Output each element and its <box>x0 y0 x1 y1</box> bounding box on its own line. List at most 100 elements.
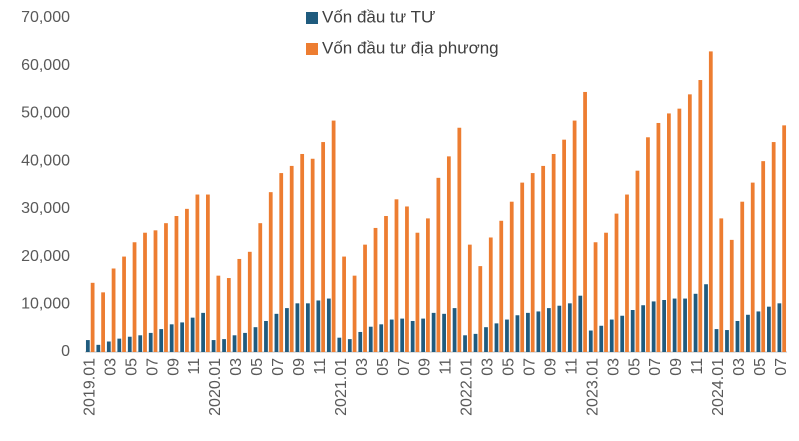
x-tick-label: 09 <box>542 358 559 376</box>
x-tick-label: 05 <box>501 358 518 376</box>
bar <box>536 311 541 352</box>
bar <box>672 298 677 352</box>
bar <box>782 125 787 352</box>
bar <box>111 268 116 352</box>
x-tick-label: 03 <box>605 358 622 376</box>
bar <box>117 338 122 352</box>
x-tick-label: 09 <box>668 358 685 376</box>
bar <box>452 308 457 352</box>
bar <box>641 305 646 352</box>
y-tick-label: 10,000 <box>21 296 70 313</box>
bar <box>211 340 216 352</box>
bar <box>310 158 315 352</box>
x-tick-label: 11 <box>563 358 580 375</box>
bar <box>138 335 143 352</box>
bar <box>588 330 593 352</box>
bar <box>677 108 682 353</box>
bar <box>687 94 692 352</box>
x-tick-label: 11 <box>186 358 203 375</box>
bar <box>620 315 625 352</box>
bar <box>358 331 363 352</box>
x-tick-label: 07 <box>396 358 413 376</box>
bar <box>442 313 446 352</box>
bar <box>185 208 189 352</box>
bar <box>85 340 90 352</box>
x-tick-label: 2022.01 <box>459 358 476 416</box>
bar <box>530 173 535 352</box>
bar <box>289 165 294 352</box>
bar <box>704 284 708 352</box>
bar <box>708 51 713 353</box>
x-tick-label: 03 <box>354 358 371 376</box>
x-tick-label: 09 <box>291 358 308 376</box>
bar <box>457 127 462 352</box>
bar <box>646 137 650 352</box>
bar <box>279 173 284 352</box>
x-tick-label: 05 <box>375 358 392 376</box>
x-tick-label: 11 <box>689 358 706 375</box>
bar <box>725 330 729 352</box>
bar <box>153 230 158 352</box>
bar <box>520 182 525 352</box>
bar <box>394 199 399 352</box>
x-tick-label: 05 <box>123 358 140 376</box>
bar <box>735 320 740 352</box>
x-tick-label: 03 <box>102 358 119 376</box>
bar <box>630 310 635 352</box>
bar <box>247 251 252 352</box>
bar <box>505 319 509 352</box>
bar <box>96 344 101 352</box>
bar <box>599 325 604 352</box>
x-tick-label: 05 <box>626 358 643 376</box>
bar <box>195 194 200 352</box>
bar <box>253 327 258 352</box>
bar <box>326 298 331 352</box>
bar <box>205 194 210 352</box>
bar <box>698 80 703 353</box>
bar <box>541 165 546 352</box>
bar <box>90 282 95 352</box>
bar <box>578 295 583 352</box>
bar <box>583 91 587 352</box>
bar <box>216 275 221 352</box>
legend-swatch <box>306 43 318 55</box>
x-tick-label: 2019.01 <box>81 358 98 416</box>
y-tick-label: 70,000 <box>21 9 70 26</box>
legend-label: Vốn đầu tư địa phương <box>322 38 499 57</box>
bar <box>368 326 373 352</box>
bar <box>106 341 111 352</box>
bar <box>729 239 734 352</box>
bar <box>122 256 126 352</box>
bar <box>436 177 441 352</box>
bar <box>609 319 614 352</box>
bar <box>389 319 394 352</box>
bar <box>264 320 268 352</box>
bar <box>415 232 420 352</box>
x-tick-label: 07 <box>773 358 790 376</box>
x-tick-label: 11 <box>312 358 329 375</box>
x-tick-label: 11 <box>438 358 455 375</box>
bar <box>625 194 629 352</box>
bar <box>494 323 499 352</box>
bar <box>237 258 242 352</box>
bar <box>515 315 520 352</box>
bar <box>169 324 174 352</box>
bar <box>614 213 619 352</box>
bar <box>190 317 195 352</box>
bar <box>316 300 321 352</box>
bar <box>484 327 488 352</box>
bar <box>683 298 687 352</box>
bar <box>551 153 556 352</box>
y-tick-label: 20,000 <box>21 248 70 265</box>
bar <box>101 292 105 352</box>
bar <box>750 182 755 352</box>
bar <box>667 113 671 352</box>
y-tick-label: 60,000 <box>21 57 70 74</box>
x-tick-label: 2020.01 <box>207 358 224 416</box>
x-tick-label: 07 <box>647 358 664 376</box>
bar <box>174 216 179 352</box>
bar <box>127 336 132 352</box>
bar <box>662 299 667 352</box>
bar <box>746 314 750 352</box>
bar <box>693 293 698 352</box>
